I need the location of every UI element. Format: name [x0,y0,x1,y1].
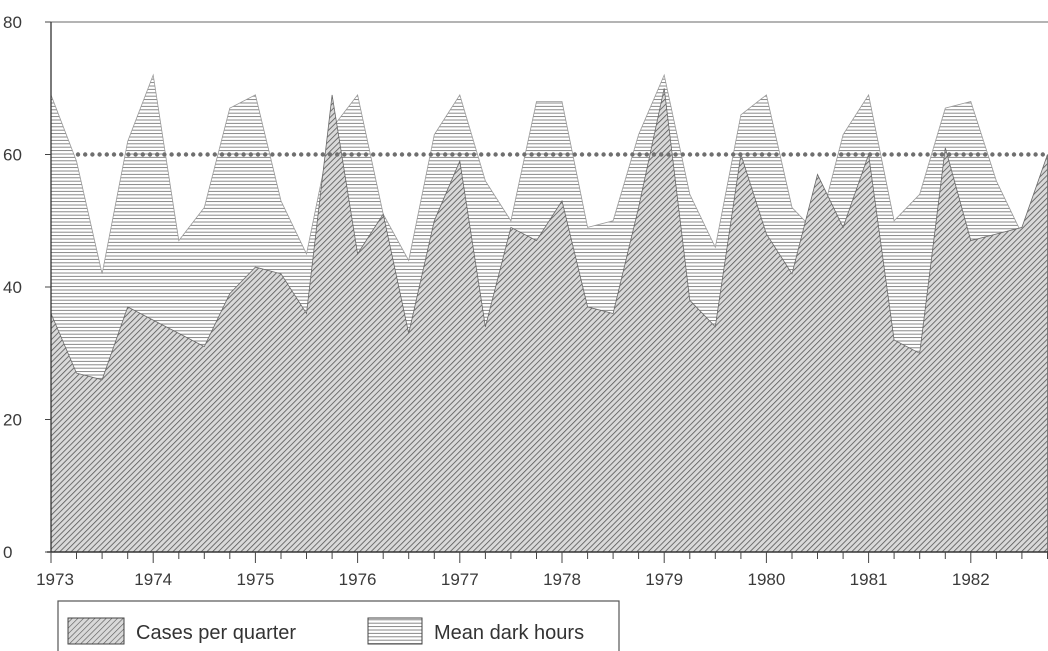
legend-swatch-cases [67,617,125,645]
y-tick-label: 0 [3,543,12,562]
x-tick-label: 1973 [36,570,74,589]
y-tick-label: 40 [3,278,22,297]
x-tick-label: 1978 [543,570,581,589]
series-area-cases-per-quarter [50,88,1048,553]
axes [45,21,1048,563]
legend-box [57,600,620,651]
x-tick-label: 1977 [441,570,479,589]
x-tick-label: 1976 [339,570,377,589]
y-tick-label: 60 [3,146,22,165]
legend: Cases per quarter Mean dark hours [57,600,620,651]
tick-labels: 0 20 40 60 80 1973 1974 1975 1976 1977 1978 1979 198… [3,13,990,589]
x-tick-label: 1980 [747,570,785,589]
y-tick-label: 80 [3,13,22,32]
legend-swatch-dark-hours [367,617,423,645]
x-tick-label: 1981 [850,570,888,589]
y-tick-label: 20 [3,411,22,430]
x-tick-label: 1975 [236,570,274,589]
x-tick-label: 1974 [134,570,172,589]
x-tick-label: 1979 [645,570,683,589]
legend-label-cases: Cases per quarter [136,622,296,644]
legend-label-dark-hours: Mean dark hours [434,622,584,644]
x-tick-label: 1982 [952,570,990,589]
series-layer [50,73,1048,553]
